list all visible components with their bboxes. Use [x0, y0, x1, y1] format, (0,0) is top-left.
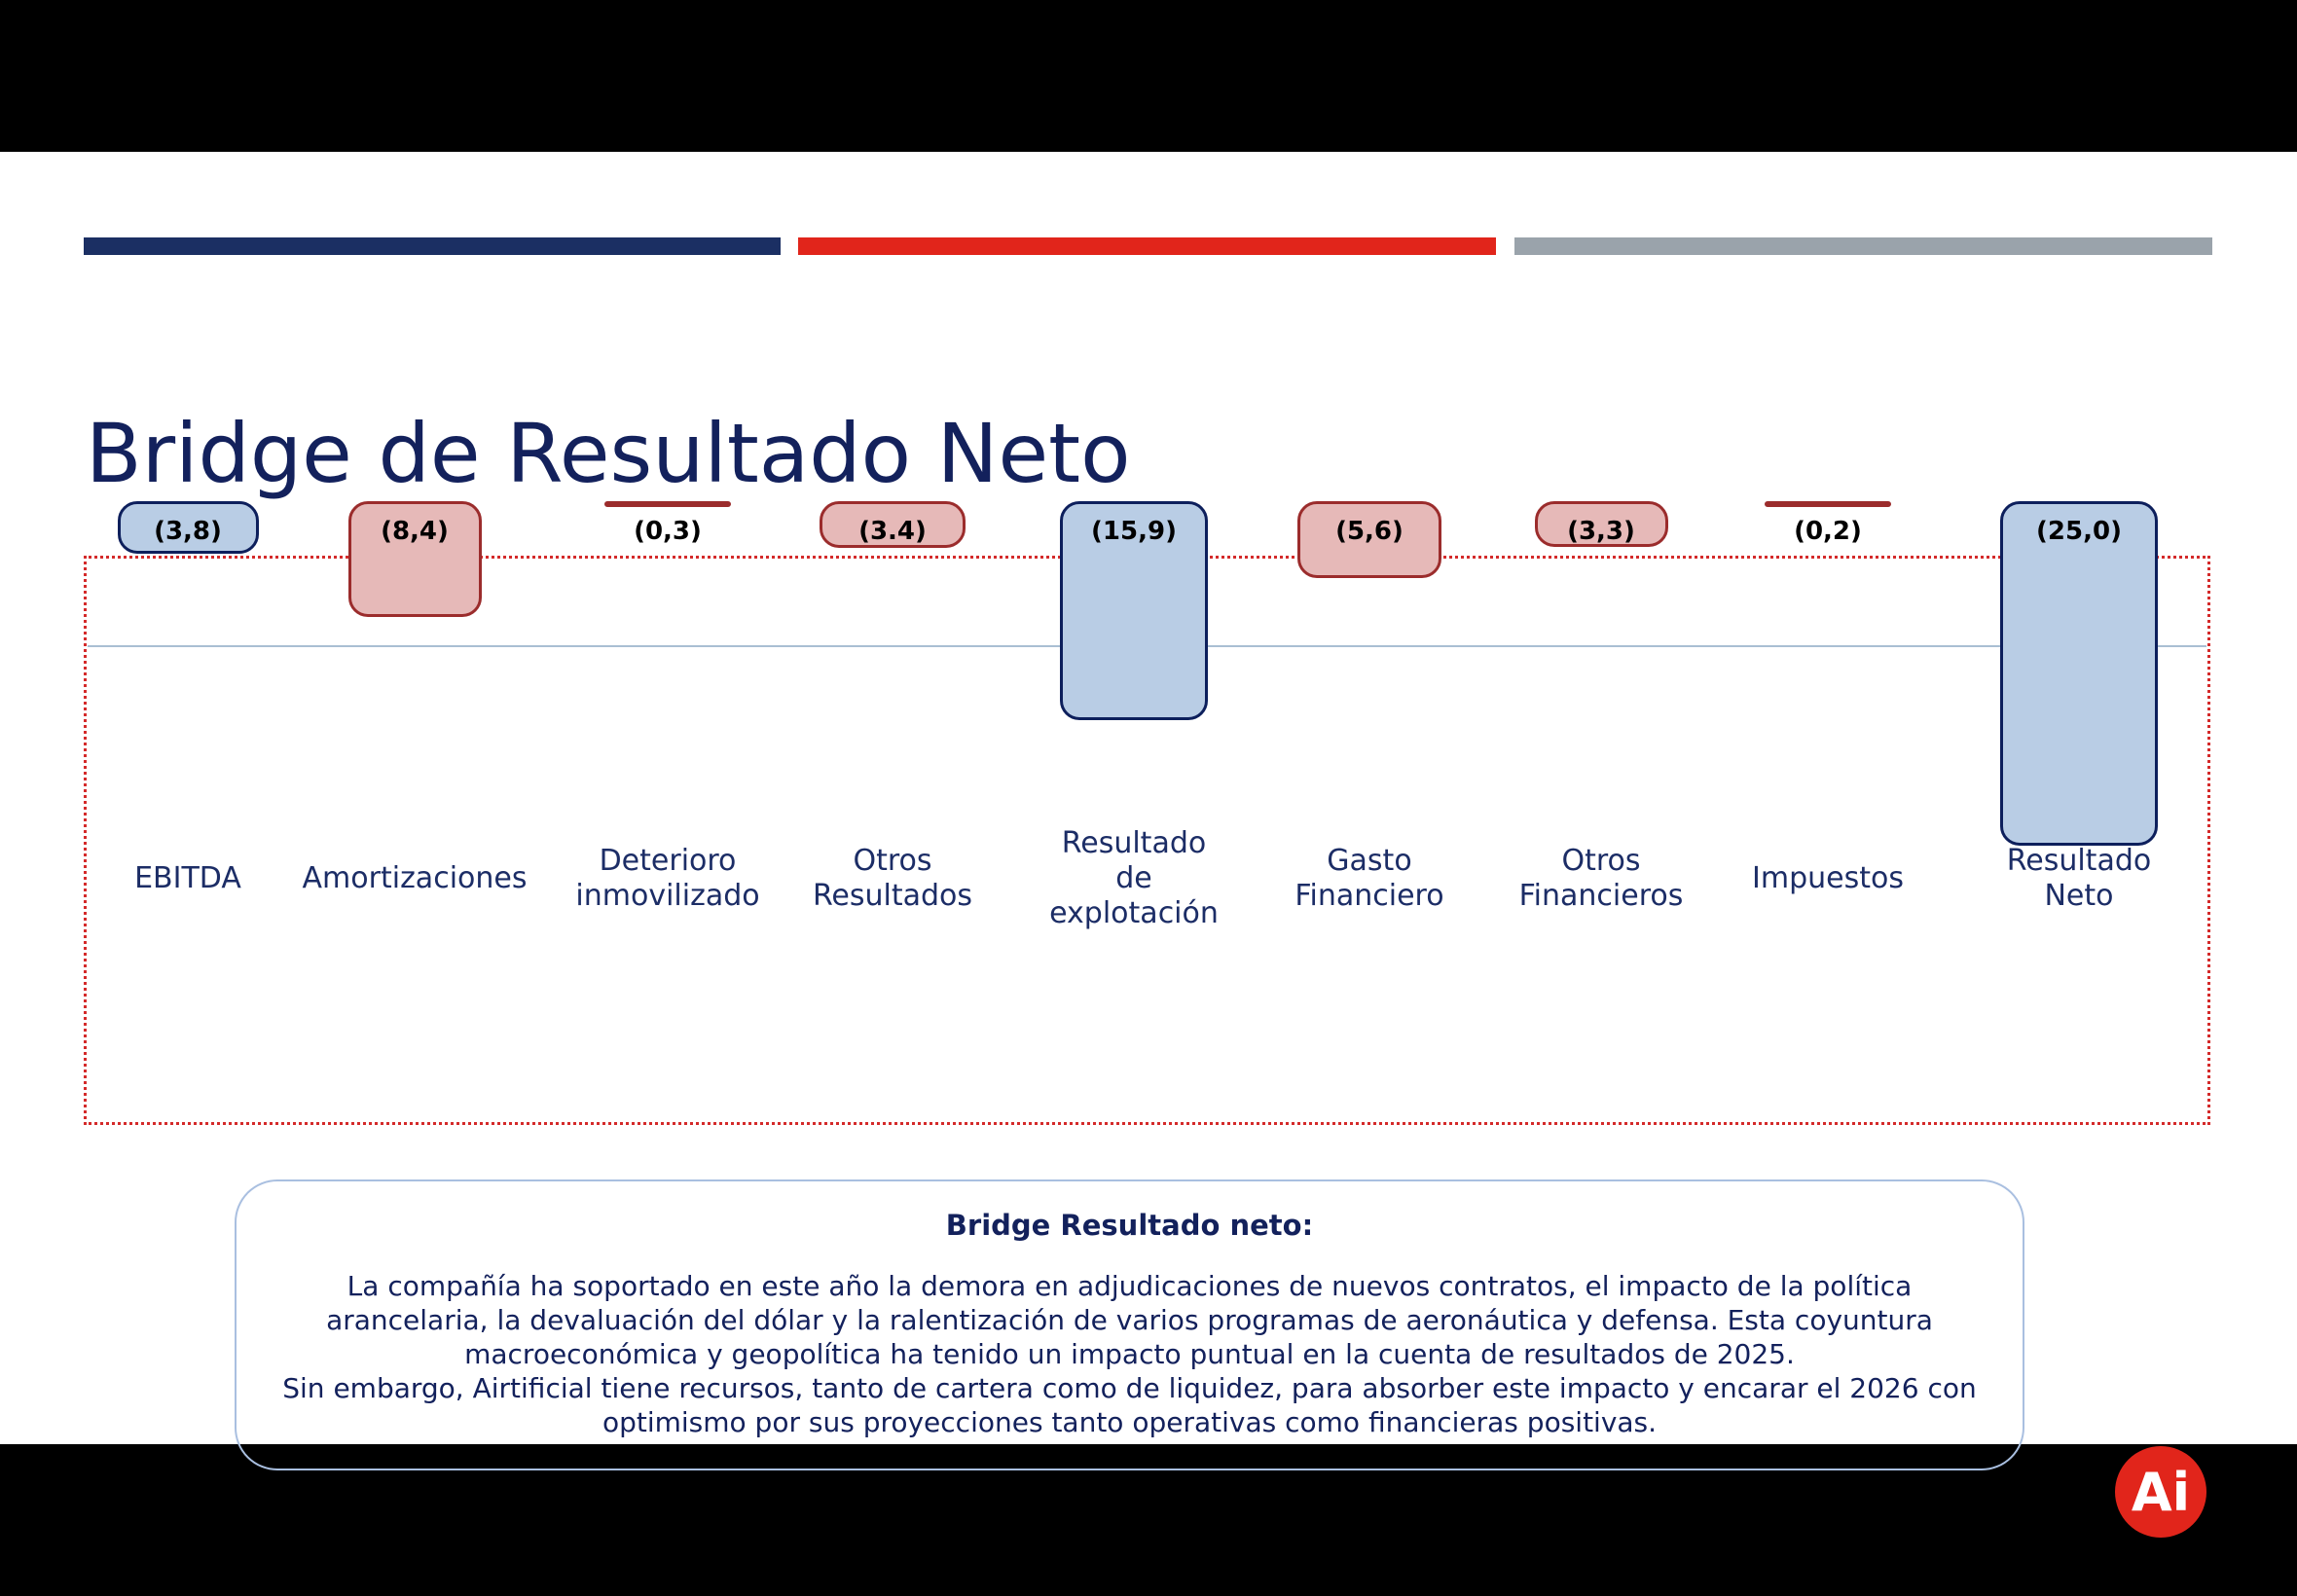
- value-label: (0,2): [1794, 517, 1862, 546]
- bar: [820, 501, 966, 549]
- slide: Bridge de Resultado Neto (3,8) EBITDA (8,4…: [0, 152, 2297, 1538]
- value-label: (15,9): [1091, 517, 1177, 546]
- red-stripe: [798, 237, 1496, 255]
- x-tick-label: Deterioro inmovilizado: [575, 844, 760, 913]
- bar: [347, 501, 482, 617]
- gray-stripe: [1514, 237, 2212, 255]
- value-label: (5,6): [1335, 517, 1404, 546]
- note-paragraph: Sin embargo, Airtificial tiene recursos,…: [282, 1372, 1977, 1438]
- logo: Ai: [2115, 1446, 2206, 1538]
- chart: (3,8) EBITDA (8,4) Amortizaciones (0,3) Deter…: [0, 152, 2297, 1444]
- note-body: La compañía ha soportado en este año la …: [275, 1269, 1984, 1439]
- x-tick-label: Otros Financieros: [1518, 844, 1684, 913]
- bar: [2000, 501, 2158, 846]
- x-tick-label: Resultado Neto: [2006, 844, 2152, 913]
- bar: [1060, 501, 1208, 721]
- x-tick-label: Otros Resultados: [812, 844, 973, 913]
- x-tick-label: Amortizaciones: [302, 861, 528, 895]
- x-tick-label: Impuestos: [1752, 861, 1904, 895]
- x-tick-label: EBITDA: [134, 861, 241, 895]
- x-tick-label: Gasto Financiero: [1294, 844, 1444, 913]
- value-label: (3,3): [1567, 517, 1635, 546]
- x-tick-label: Resultado de explotación: [1049, 826, 1219, 930]
- note-paragraph: La compañía ha soportado en este año la …: [326, 1270, 1933, 1370]
- value-label: (25,0): [2036, 517, 2122, 546]
- navy-stripe: [84, 237, 781, 255]
- bar: [1534, 501, 1668, 547]
- value-label: (3.4): [858, 517, 927, 546]
- value-label: (0,3): [634, 517, 702, 546]
- note-box: Bridge Resultado neto: La compañía ha so…: [235, 1179, 2024, 1470]
- value-label: (8,4): [381, 517, 449, 546]
- bar: [604, 501, 731, 507]
- bar: [1297, 501, 1441, 579]
- value-label: (3,8): [154, 517, 222, 546]
- chart-title: Bridge de Resultado Neto: [86, 406, 1131, 501]
- bar: [1765, 501, 1891, 507]
- note-title: Bridge Resultado neto:: [945, 1209, 1314, 1242]
- bar: [117, 501, 259, 554]
